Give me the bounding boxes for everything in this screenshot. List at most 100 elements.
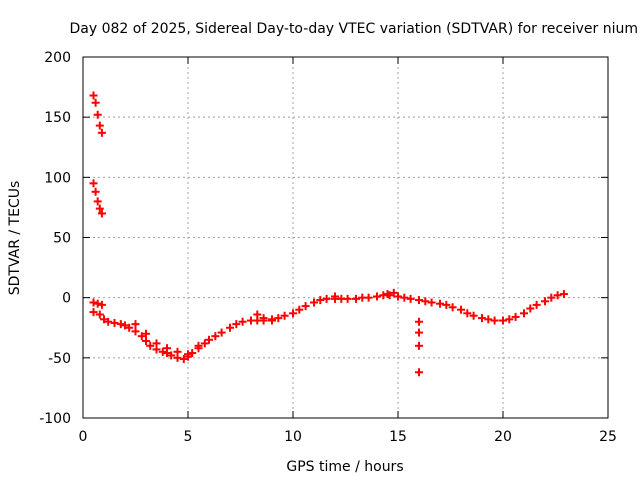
data-point [322, 294, 331, 303]
y-tick-label: 150 [44, 110, 71, 126]
data-point [200, 339, 209, 348]
x-tick-label: 25 [599, 429, 617, 445]
data-point [93, 110, 102, 119]
data-point [97, 128, 106, 137]
data-point [427, 298, 436, 307]
data-point [436, 299, 444, 308]
data-point [559, 290, 568, 299]
data-point [226, 323, 234, 332]
data-point [415, 317, 423, 326]
data-point [125, 323, 134, 332]
data-point [184, 350, 192, 359]
data-point [295, 305, 304, 314]
data-point [89, 298, 98, 307]
data-point [301, 302, 310, 311]
data-point [541, 297, 549, 306]
data-point [179, 355, 188, 364]
y-tick-label: 100 [44, 170, 71, 186]
axis-layer: 0 5 10 15 20 25 -100 -50 0 50 100 150 200 [39, 50, 617, 445]
data-point [142, 336, 150, 345]
data-point [232, 320, 241, 329]
data-point [421, 297, 430, 306]
data-point [274, 314, 283, 323]
data-point [116, 320, 125, 329]
data-point [310, 298, 318, 307]
x-tick-label: 10 [284, 429, 302, 445]
data-point [146, 341, 155, 350]
data-point [400, 293, 409, 302]
data-point [316, 296, 325, 305]
data-point [532, 300, 541, 309]
chart-title: Day 082 of 2025, Sidereal Day-to-day VTE… [70, 21, 639, 37]
data-point [415, 296, 423, 305]
x-tick-label: 0 [79, 429, 88, 445]
data-point [97, 300, 106, 309]
data-point [259, 314, 268, 323]
data-point [97, 209, 106, 218]
data-point [406, 294, 415, 303]
data-point [394, 292, 402, 301]
data-point [520, 309, 528, 318]
data-point [448, 303, 457, 312]
data-point [511, 312, 520, 321]
data-point [442, 300, 451, 309]
data-point [463, 309, 472, 318]
data-point [194, 341, 203, 350]
data-point [469, 311, 478, 320]
data-point [415, 368, 423, 377]
y-tick-label: -100 [39, 411, 71, 427]
y-axis-label: SDTVAR / TECUs [7, 181, 23, 296]
data-point [253, 310, 262, 319]
data-point [553, 291, 562, 300]
data-point [188, 349, 197, 358]
data-point [373, 292, 381, 301]
data-point [163, 344, 171, 353]
data-point [93, 197, 102, 206]
data-point [205, 335, 213, 344]
data-point [526, 304, 535, 313]
y-tick-label: 50 [53, 231, 71, 247]
data-point [484, 315, 493, 324]
data-point [331, 292, 339, 301]
data-point [104, 317, 113, 326]
data-point [95, 310, 104, 319]
data-point [268, 316, 276, 325]
data-point [91, 98, 100, 107]
data-point [89, 308, 98, 317]
data-point [95, 204, 104, 213]
x-tick-label: 20 [494, 429, 512, 445]
data-point [415, 341, 423, 350]
data-point [89, 179, 98, 188]
data-point [389, 288, 398, 297]
x-axis-label: GPS time / hours [286, 459, 403, 475]
data-point [364, 293, 373, 302]
y-tick-label: 200 [44, 50, 71, 66]
data-point [238, 317, 247, 326]
data-point [100, 315, 108, 324]
data-point [93, 299, 102, 308]
data-point [152, 339, 161, 348]
data-point [91, 187, 100, 196]
data-point [173, 347, 182, 356]
y-tick-label: -50 [48, 351, 71, 367]
data-point [121, 321, 129, 330]
data-point [167, 351, 176, 360]
data-point [217, 328, 226, 337]
data-point [547, 293, 556, 302]
data-point [131, 327, 140, 336]
data-point [415, 328, 423, 337]
x-tick-label: 15 [389, 429, 407, 445]
data-point [89, 91, 98, 100]
data-point [383, 290, 392, 299]
data-point [289, 309, 297, 318]
data-point [490, 316, 499, 325]
data-point [343, 294, 352, 303]
data-point [499, 316, 507, 325]
data-point [142, 329, 150, 338]
data-point [478, 314, 486, 323]
points-layer [89, 91, 568, 377]
data-point [95, 121, 104, 130]
data-point [505, 315, 514, 324]
